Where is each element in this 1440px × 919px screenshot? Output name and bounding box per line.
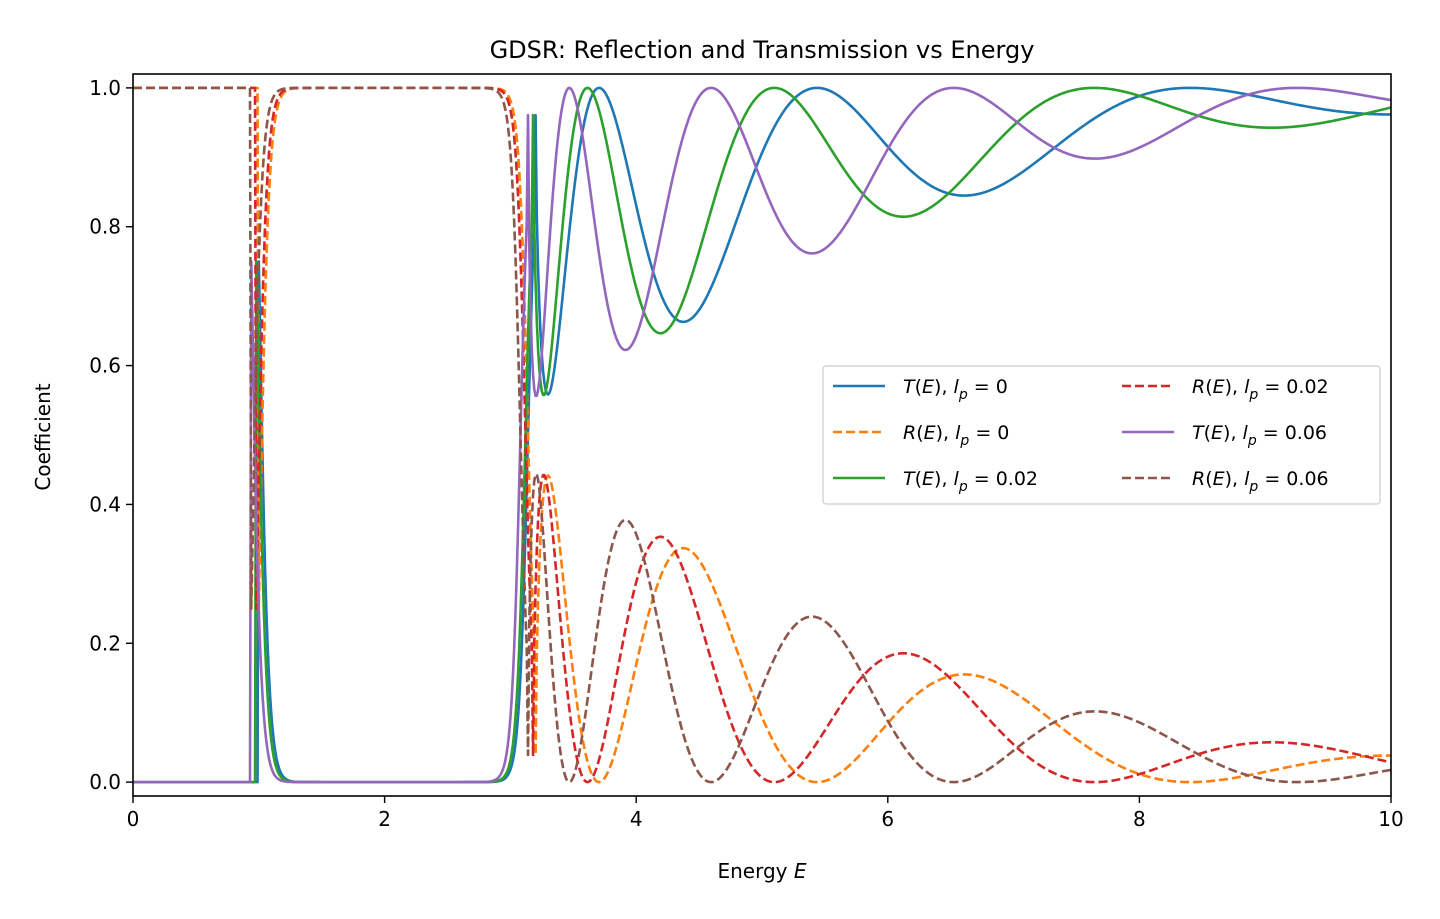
legend-label: T(E), lp = 0 xyxy=(903,376,1008,403)
x-tick-label: 6 xyxy=(881,807,894,831)
chart-title: GDSR: Reflection and Transmission vs Ene… xyxy=(490,36,1035,64)
plot-frame xyxy=(132,73,1392,797)
series-layer xyxy=(133,86,1391,784)
legend-label: R(E), lp = 0.06 xyxy=(1192,468,1329,495)
x-tick-label: 4 xyxy=(630,807,643,831)
y-axis-title: Coefficient xyxy=(31,383,55,490)
legend-label: R(E), lp = 0 xyxy=(903,422,1009,449)
legend-label: T(E), lp = 0.02 xyxy=(903,468,1038,495)
y-tick-label: 0.8 xyxy=(89,215,121,239)
x-tick-label: 10 xyxy=(1378,807,1403,831)
y-tick-label: 0.4 xyxy=(89,492,121,516)
y-axis-ticks: 0.0 0.2 0.4 0.6 0.8 1.0 xyxy=(89,76,133,794)
x-axis-ticks: 0 2 4 6 8 10 xyxy=(127,796,1404,831)
legend-label: R(E), lp = 0.02 xyxy=(1192,376,1329,403)
series-line-r-lp-0_06 xyxy=(133,86,1391,784)
y-tick-label: 0.2 xyxy=(89,631,121,655)
x-axis-title: Energy E xyxy=(717,859,806,883)
legend-label: T(E), lp = 0.06 xyxy=(1192,422,1327,449)
x-tick-label: 8 xyxy=(1133,807,1146,831)
legend-box xyxy=(822,365,1381,505)
x-tick-label: 0 xyxy=(127,807,140,831)
y-tick-label: 1.0 xyxy=(89,76,121,100)
y-tick-label: 0.6 xyxy=(89,354,121,378)
y-tick-label: 0.0 xyxy=(89,770,121,794)
x-tick-label: 2 xyxy=(378,807,391,831)
series-line-t-lp-0_06 xyxy=(133,86,1391,784)
legend: T(E), lp = 0 R(E), lp = 0 T(E), lp = 0.02 R… xyxy=(822,365,1381,505)
